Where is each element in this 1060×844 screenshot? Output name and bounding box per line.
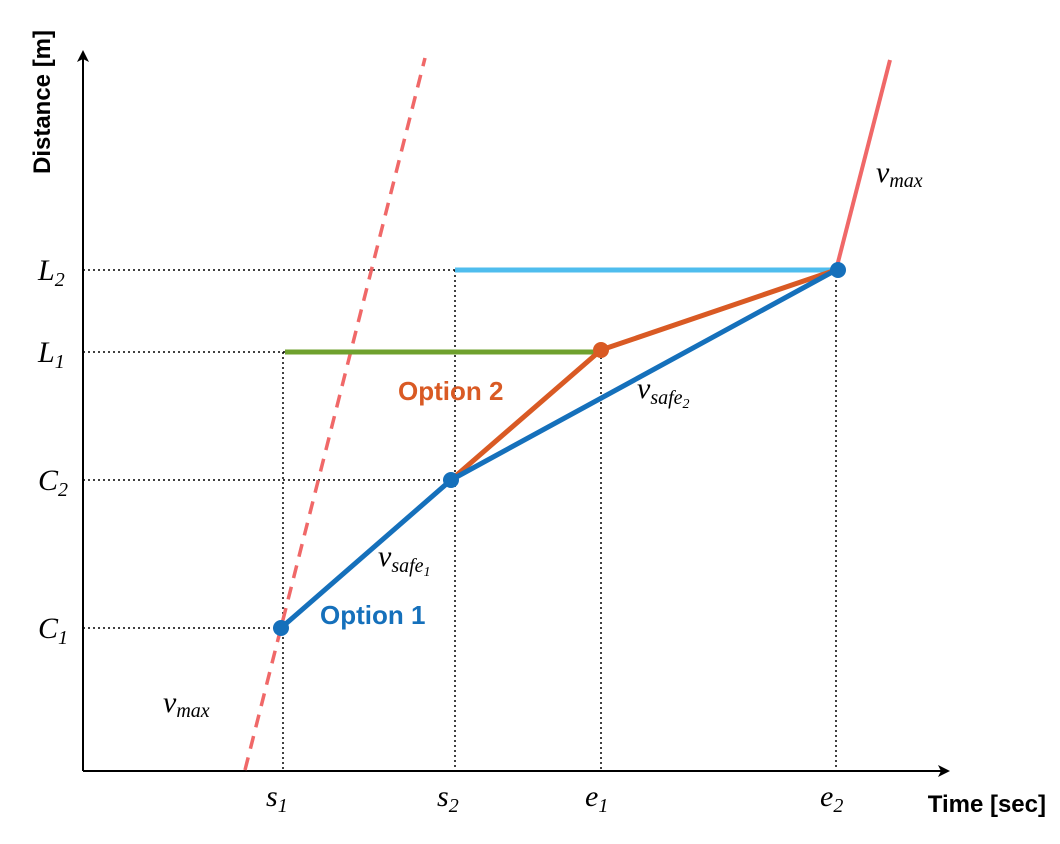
option1-path: [279, 267, 838, 630]
x-label: s1: [266, 780, 288, 817]
y-title: Distance [m]: [29, 30, 56, 174]
y-label: L2: [37, 254, 65, 291]
label-part: 1: [55, 351, 65, 373]
speed-label: vsafe2: [637, 372, 690, 412]
x-label: e2: [820, 780, 843, 817]
label-part: 1: [424, 565, 431, 580]
y-label: L1: [37, 336, 65, 373]
label-part: 1: [58, 627, 68, 649]
option-label: Option 2: [398, 376, 503, 406]
label-part: L: [37, 254, 55, 287]
x-title: Time [sec]: [928, 791, 1046, 818]
label-part: 2: [833, 795, 843, 817]
x-label: e1: [585, 780, 608, 817]
point: [830, 262, 846, 278]
vmax-line: [834, 59, 892, 271]
speed-label: vmax: [163, 686, 210, 722]
label-part: e: [820, 780, 833, 813]
label-part: L: [37, 336, 55, 369]
y-label: C2: [38, 464, 68, 501]
label-part: 1: [598, 795, 608, 817]
label-part: v: [637, 372, 651, 405]
vmax-dashed: [243, 57, 427, 771]
speed-label: vsafe1: [378, 540, 431, 580]
label-part: safe: [650, 387, 682, 409]
label-part: 2: [449, 795, 459, 817]
point: [273, 620, 289, 636]
label-part: max: [889, 170, 922, 192]
x-label: s2: [437, 780, 459, 817]
label-part: 2: [55, 269, 65, 291]
label-part: C: [38, 464, 59, 497]
label-part: 2: [683, 397, 690, 412]
label-part: v: [378, 540, 392, 573]
option-label: Option 1: [320, 600, 425, 630]
guides: [83, 269, 837, 770]
label-part: 1: [278, 795, 288, 817]
point: [443, 472, 459, 488]
speed-label: vmax: [876, 156, 923, 192]
label-part: C: [38, 612, 59, 645]
label-part: 2: [58, 479, 68, 501]
label-part: safe: [391, 555, 423, 577]
label-part: s: [437, 780, 449, 813]
label-part: v: [876, 156, 890, 189]
label-part: v: [163, 686, 177, 719]
label-part: s: [266, 780, 278, 813]
point: [593, 342, 609, 358]
label-part: e: [585, 780, 598, 813]
label-part: max: [176, 700, 209, 722]
y-label: C1: [38, 612, 68, 649]
